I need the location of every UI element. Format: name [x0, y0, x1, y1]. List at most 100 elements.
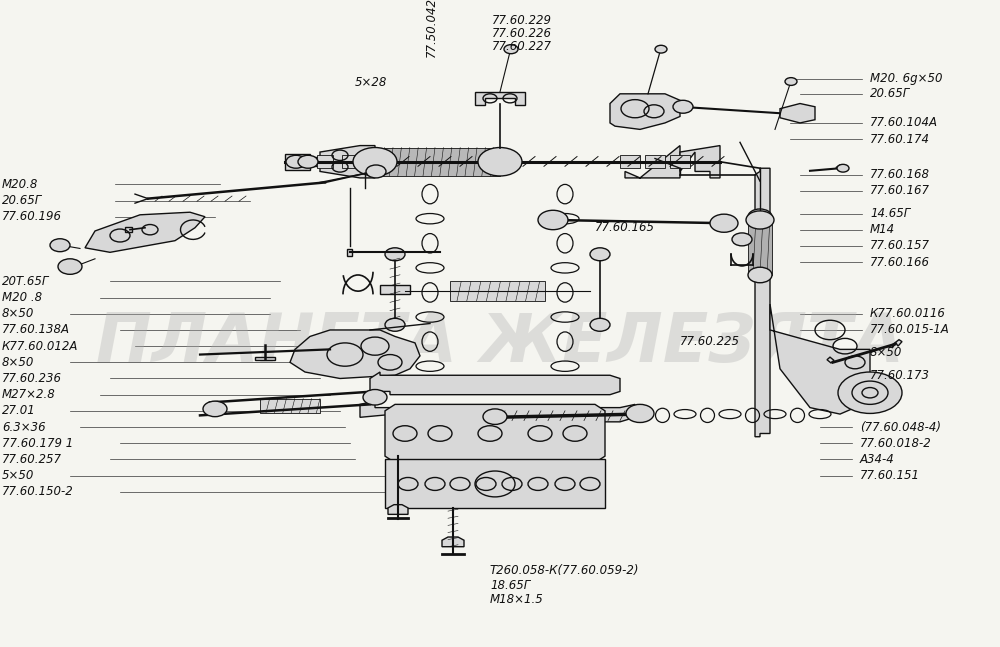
Bar: [375, 148, 500, 176]
Circle shape: [58, 259, 82, 274]
Circle shape: [538, 210, 568, 230]
Circle shape: [366, 165, 386, 178]
Text: 77.60.229: 77.60.229: [492, 14, 552, 27]
Circle shape: [363, 389, 387, 405]
Polygon shape: [780, 104, 815, 123]
Text: 27.01: 27.01: [2, 404, 36, 417]
Circle shape: [385, 248, 405, 261]
Text: А34-4: А34-4: [860, 453, 895, 466]
Text: 77.60.165: 77.60.165: [595, 221, 655, 234]
Text: 77.60.138А: 77.60.138А: [2, 324, 70, 336]
Text: 77.60.018-2: 77.60.018-2: [860, 437, 932, 450]
Polygon shape: [285, 154, 320, 170]
Text: 77.60.173: 77.60.173: [870, 369, 930, 382]
Bar: [450, 281, 545, 301]
Circle shape: [286, 155, 306, 168]
Polygon shape: [360, 401, 635, 422]
Text: 20.65Г: 20.65Г: [2, 194, 42, 207]
Circle shape: [298, 155, 318, 168]
Circle shape: [50, 239, 70, 252]
Circle shape: [732, 233, 752, 246]
Circle shape: [483, 409, 507, 424]
Bar: [260, 399, 320, 413]
Circle shape: [748, 267, 772, 283]
Polygon shape: [645, 155, 665, 168]
Text: 14.65Г: 14.65Г: [870, 207, 910, 220]
Text: М18×1.5: М18×1.5: [490, 593, 544, 606]
Polygon shape: [380, 285, 410, 294]
Text: (77.60.048-4): (77.60.048-4): [860, 421, 941, 433]
Polygon shape: [680, 146, 720, 178]
Circle shape: [361, 337, 389, 355]
Circle shape: [478, 148, 522, 176]
Polygon shape: [320, 146, 375, 178]
Text: Т260.058-К(77.60.059-2): Т260.058-К(77.60.059-2): [490, 564, 640, 577]
Circle shape: [862, 388, 878, 398]
Polygon shape: [827, 357, 834, 363]
Text: 77.60.174: 77.60.174: [870, 133, 930, 146]
Text: 8×50: 8×50: [2, 307, 34, 320]
Circle shape: [626, 404, 654, 422]
Text: 77.60.015-1А: 77.60.015-1А: [870, 324, 950, 336]
Circle shape: [504, 45, 518, 54]
Circle shape: [385, 318, 405, 331]
Bar: [385, 459, 605, 508]
Polygon shape: [317, 155, 333, 168]
Text: 20.65Г: 20.65Г: [870, 87, 910, 100]
Text: 18.65Г: 18.65Г: [490, 579, 530, 592]
Text: М14: М14: [870, 223, 895, 236]
Text: 6.3×36: 6.3×36: [2, 421, 46, 433]
Circle shape: [590, 248, 610, 261]
Text: 77.60.226: 77.60.226: [492, 27, 552, 40]
Bar: [748, 217, 772, 275]
Text: 77.60.150-2: 77.60.150-2: [2, 485, 74, 498]
Polygon shape: [290, 330, 420, 378]
Circle shape: [838, 372, 902, 413]
Text: 77.60.166: 77.60.166: [870, 256, 930, 269]
Polygon shape: [755, 168, 770, 437]
Text: 8×50: 8×50: [2, 356, 34, 369]
Polygon shape: [442, 537, 464, 547]
Polygon shape: [836, 165, 844, 170]
Text: 77.60.225: 77.60.225: [680, 335, 740, 348]
Text: 77.60.257: 77.60.257: [2, 453, 62, 466]
Text: К77.60.012А: К77.60.012А: [2, 340, 78, 353]
Text: 20Т.65Г: 20Т.65Г: [2, 275, 49, 288]
Text: 77.60.151: 77.60.151: [860, 469, 920, 482]
Circle shape: [746, 211, 774, 229]
Circle shape: [378, 355, 402, 370]
Text: 77.60.104А: 77.60.104А: [870, 116, 938, 129]
Text: 77.50.042: 77.50.042: [425, 0, 438, 57]
Circle shape: [673, 100, 693, 113]
Circle shape: [203, 401, 227, 417]
Circle shape: [710, 214, 738, 232]
Text: 77.60.157: 77.60.157: [870, 239, 930, 252]
Polygon shape: [625, 146, 680, 178]
Text: К77.60.0116: К77.60.0116: [870, 307, 946, 320]
Polygon shape: [620, 155, 640, 168]
Polygon shape: [370, 372, 620, 395]
Polygon shape: [670, 155, 690, 168]
Text: 77.60.236: 77.60.236: [2, 372, 62, 385]
Text: ПЛАНЕТА ЖЕЛЕЗЯТА: ПЛАНЕТА ЖЕЛЕЗЯТА: [96, 310, 904, 376]
Text: М20. 6g×50: М20. 6g×50: [870, 72, 942, 85]
Circle shape: [353, 148, 397, 176]
Circle shape: [327, 343, 363, 366]
Polygon shape: [892, 340, 902, 348]
Polygon shape: [770, 304, 870, 414]
Text: 8×50: 8×50: [870, 346, 902, 359]
Text: 77.60.168: 77.60.168: [870, 168, 930, 181]
Polygon shape: [255, 357, 275, 360]
Polygon shape: [475, 92, 525, 105]
Circle shape: [785, 78, 797, 85]
Text: М20 .8: М20 .8: [2, 291, 42, 304]
Circle shape: [590, 318, 610, 331]
Circle shape: [655, 45, 667, 53]
Text: М27×2.8: М27×2.8: [2, 388, 56, 401]
Circle shape: [748, 209, 772, 225]
Polygon shape: [342, 155, 358, 168]
Text: 77.60.167: 77.60.167: [870, 184, 930, 197]
Polygon shape: [385, 404, 605, 463]
Circle shape: [837, 164, 849, 172]
Text: 77.60.227: 77.60.227: [492, 40, 552, 53]
